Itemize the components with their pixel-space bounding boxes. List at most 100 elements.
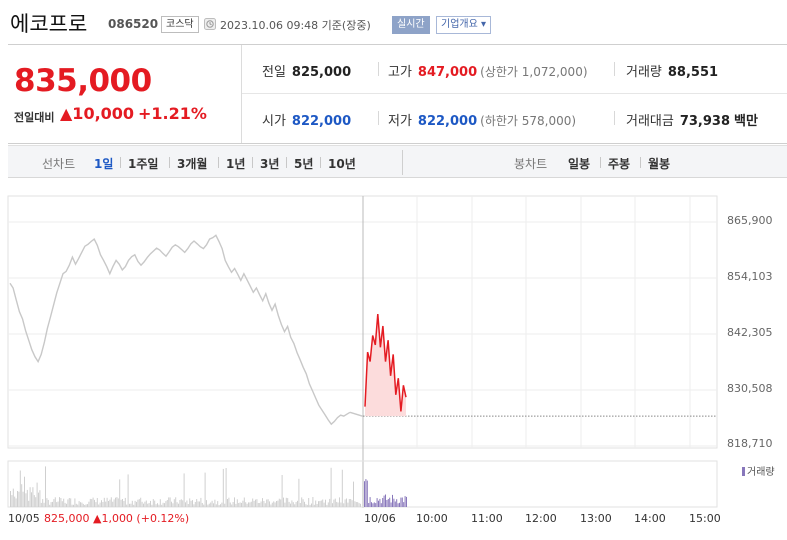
volume-bar bbox=[52, 501, 53, 507]
volume-bar bbox=[253, 500, 255, 507]
x-tick-label: 15:00 bbox=[689, 512, 721, 525]
volume-bar bbox=[92, 497, 94, 507]
volume-bar bbox=[236, 499, 238, 507]
volume-bar bbox=[29, 487, 31, 507]
volume-bar bbox=[53, 499, 55, 507]
volume-bar bbox=[234, 497, 235, 507]
volume-bar bbox=[308, 498, 310, 507]
volume-bar bbox=[134, 500, 136, 507]
prev-close-value: 825,000 bbox=[291, 65, 352, 80]
period-1w[interactable]: 1주일 bbox=[128, 157, 159, 171]
volume-bar bbox=[172, 503, 174, 507]
period-monthly-candle[interactable]: 월봉 bbox=[648, 157, 671, 171]
company-overview-dropdown[interactable]: 기업개요 ▾ bbox=[436, 16, 491, 34]
volume-bar bbox=[127, 474, 129, 507]
volume-frame bbox=[7, 460, 718, 508]
volume-bar bbox=[180, 499, 182, 507]
volume-bar bbox=[40, 502, 42, 507]
period-weekly-candle[interactable]: 주봉 bbox=[608, 157, 631, 171]
volume-bar bbox=[249, 502, 251, 507]
volume-bar bbox=[186, 500, 188, 507]
realtime-button[interactable]: 실시간 bbox=[392, 16, 430, 34]
volume-bar bbox=[17, 491, 18, 507]
volume-bar-today bbox=[376, 498, 378, 507]
period-10y[interactable]: 10년 bbox=[328, 157, 356, 171]
prev-close-label: 전일 bbox=[262, 65, 286, 80]
chart-period-bar: 선차트 1일 1주일 3개월 1년 3년 5년 10년 봉차트 일봉 주봉 월봉 bbox=[8, 145, 787, 178]
volume-bar bbox=[15, 498, 17, 507]
period-1y[interactable]: 1년 bbox=[226, 157, 246, 171]
volume-bar bbox=[25, 493, 27, 507]
volume-bar bbox=[242, 500, 244, 507]
volume-bar-today bbox=[397, 503, 399, 507]
volume-bar bbox=[102, 502, 104, 507]
period-3m[interactable]: 3개월 bbox=[177, 157, 208, 171]
high-stat: 고가 847,000 (상한가 1,072,000) bbox=[388, 61, 588, 80]
period-daily-candle[interactable]: 일봉 bbox=[568, 157, 591, 171]
volume-bar bbox=[106, 497, 108, 507]
volume-bar bbox=[112, 501, 114, 507]
stats-row-1: 전일 825,000 고가 847,000 (상한가 1,072,000) 거래량 88… bbox=[242, 45, 787, 94]
volume-bar bbox=[36, 482, 38, 507]
volume-bar bbox=[49, 504, 51, 507]
volume-legend-label: 거래량 bbox=[747, 467, 775, 478]
period-1d[interactable]: 1일 bbox=[94, 157, 114, 171]
low-stat: 저가 822,000 (하한가 578,000) bbox=[388, 110, 576, 129]
volume-bar bbox=[336, 501, 338, 507]
volume-bar bbox=[117, 498, 119, 507]
volume-bar bbox=[115, 497, 116, 507]
volume-bar bbox=[144, 501, 146, 507]
volume-bar bbox=[217, 501, 219, 507]
period-5y[interactable]: 5년 bbox=[294, 157, 314, 171]
volume-bar bbox=[175, 497, 177, 507]
volume-bar-today bbox=[371, 502, 372, 507]
volume-bar bbox=[334, 498, 336, 507]
candle-chart-label: 봉차트 bbox=[514, 157, 548, 171]
period-3y[interactable]: 3년 bbox=[260, 157, 280, 171]
volume-bar bbox=[136, 501, 137, 507]
volume-bar bbox=[162, 502, 164, 507]
amount-label: 거래대금 bbox=[626, 114, 674, 129]
volume-bar bbox=[61, 501, 63, 507]
volume-bar bbox=[290, 503, 291, 507]
volume-bar bbox=[266, 499, 268, 507]
volume-bar bbox=[220, 504, 221, 507]
volume-label: 거래량 bbox=[626, 65, 662, 80]
volume-bar-today bbox=[364, 481, 365, 507]
volume-bar bbox=[280, 499, 282, 507]
volume-bar bbox=[68, 498, 70, 507]
volume-bar bbox=[169, 497, 171, 507]
volume-bar-today bbox=[378, 500, 379, 507]
volume-bar bbox=[222, 468, 224, 507]
volume-bar bbox=[131, 500, 133, 507]
volume-bar bbox=[301, 497, 303, 507]
volume-bar bbox=[287, 498, 289, 507]
volume-bar bbox=[204, 472, 206, 507]
volume-bar bbox=[113, 499, 115, 507]
volume-bar bbox=[318, 501, 319, 507]
volume-bar-today bbox=[394, 501, 396, 507]
volume-bar bbox=[155, 504, 157, 507]
clock-icon bbox=[204, 18, 216, 30]
volume-bar bbox=[119, 479, 121, 507]
y-tick-label: 842,305 bbox=[727, 326, 773, 339]
volume-bar-today bbox=[401, 497, 403, 507]
volume-bar bbox=[137, 499, 139, 507]
volume-bar bbox=[206, 500, 207, 507]
volume-bar bbox=[24, 476, 25, 507]
volume-bar bbox=[88, 501, 90, 507]
volume-bar bbox=[284, 502, 286, 507]
volume-bar bbox=[82, 503, 84, 507]
prev-day-price-line-end bbox=[349, 411, 364, 418]
volume-bar bbox=[138, 499, 140, 507]
volume-bar bbox=[140, 497, 142, 507]
change-label: 전일대비 bbox=[14, 111, 55, 124]
volume-bar bbox=[215, 504, 217, 507]
volume-bar bbox=[208, 503, 210, 507]
amount-value: 73,938 bbox=[679, 114, 731, 129]
volume-bar bbox=[122, 499, 123, 507]
upper-limit: (상한가 1,072,000) bbox=[480, 65, 588, 79]
volume-bar bbox=[33, 495, 35, 507]
volume-bar bbox=[176, 502, 178, 507]
today-price-line bbox=[364, 314, 407, 412]
